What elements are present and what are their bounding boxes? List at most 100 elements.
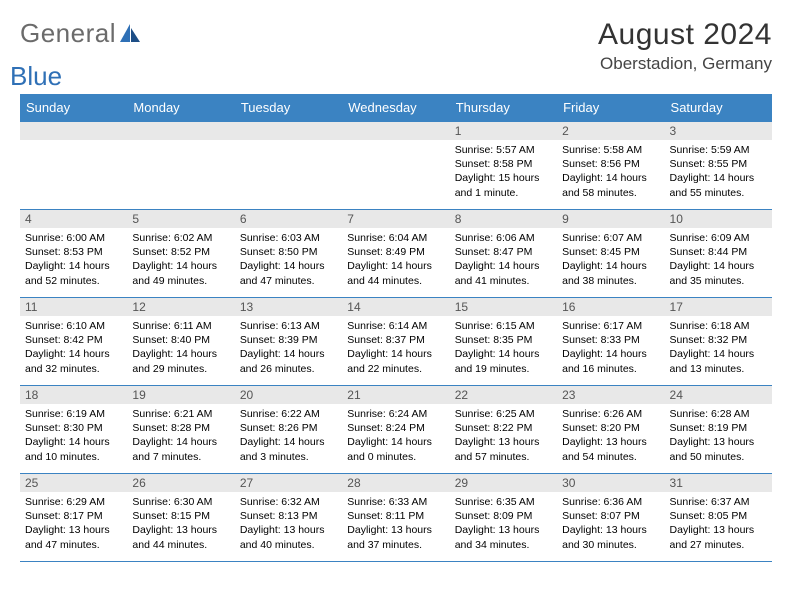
day-info-line: Sunset: 8:17 PM <box>25 509 122 523</box>
day-number: 14 <box>342 298 449 316</box>
calendar-day-cell: 9Sunrise: 6:07 AMSunset: 8:45 PMDaylight… <box>557 210 664 298</box>
day-number: 9 <box>557 210 664 228</box>
logo: General Blue <box>20 18 142 80</box>
day-info-line: Sunrise: 6:37 AM <box>670 495 767 509</box>
header-right: August 2024 Oberstadion, Germany <box>598 18 772 74</box>
day-info-line: Daylight: 14 hours <box>455 259 552 273</box>
day-info-line: Sunset: 8:20 PM <box>562 421 659 435</box>
calendar-day-cell: 1Sunrise: 5:57 AMSunset: 8:58 PMDaylight… <box>450 122 557 210</box>
day-info: Sunrise: 6:07 AMSunset: 8:45 PMDaylight:… <box>557 228 664 291</box>
calendar-day-cell: 25Sunrise: 6:29 AMSunset: 8:17 PMDayligh… <box>20 474 127 562</box>
day-number: 24 <box>665 386 772 404</box>
day-info-line: Sunset: 8:40 PM <box>132 333 229 347</box>
day-info-line: Sunrise: 6:18 AM <box>670 319 767 333</box>
day-number <box>20 122 127 140</box>
day-info-line: Daylight: 14 hours <box>25 259 122 273</box>
calendar-day-cell <box>342 122 449 210</box>
day-info-line: Sunset: 8:09 PM <box>455 509 552 523</box>
day-info-line: Daylight: 14 hours <box>240 259 337 273</box>
day-info-line: Sunset: 8:44 PM <box>670 245 767 259</box>
day-info-line: Sunset: 8:42 PM <box>25 333 122 347</box>
calendar-day-cell <box>20 122 127 210</box>
day-info-line: and 55 minutes. <box>670 186 767 200</box>
location: Oberstadion, Germany <box>598 54 772 74</box>
calendar-day-cell: 31Sunrise: 6:37 AMSunset: 8:05 PMDayligh… <box>665 474 772 562</box>
day-info-line: Sunrise: 6:13 AM <box>240 319 337 333</box>
day-number <box>342 122 449 140</box>
day-info: Sunrise: 6:09 AMSunset: 8:44 PMDaylight:… <box>665 228 772 291</box>
day-number: 4 <box>20 210 127 228</box>
day-info-line: and 50 minutes. <box>670 450 767 464</box>
day-info: Sunrise: 6:32 AMSunset: 8:13 PMDaylight:… <box>235 492 342 555</box>
day-info: Sunrise: 6:15 AMSunset: 8:35 PMDaylight:… <box>450 316 557 379</box>
day-info-line: Sunset: 8:11 PM <box>347 509 444 523</box>
day-info: Sunrise: 6:35 AMSunset: 8:09 PMDaylight:… <box>450 492 557 555</box>
day-info-line: and 49 minutes. <box>132 274 229 288</box>
day-info: Sunrise: 6:10 AMSunset: 8:42 PMDaylight:… <box>20 316 127 379</box>
day-info-line: and 35 minutes. <box>670 274 767 288</box>
day-info-line: Daylight: 14 hours <box>240 347 337 361</box>
calendar-day-cell: 18Sunrise: 6:19 AMSunset: 8:30 PMDayligh… <box>20 386 127 474</box>
day-info-line: Daylight: 14 hours <box>670 347 767 361</box>
day-info: Sunrise: 6:18 AMSunset: 8:32 PMDaylight:… <box>665 316 772 379</box>
header: General Blue August 2024 Oberstadion, Ge… <box>20 18 772 80</box>
day-info-line: and 3 minutes. <box>240 450 337 464</box>
calendar-day-cell: 11Sunrise: 6:10 AMSunset: 8:42 PMDayligh… <box>20 298 127 386</box>
day-info-line: Sunrise: 6:19 AM <box>25 407 122 421</box>
day-number: 13 <box>235 298 342 316</box>
day-info-line: Daylight: 13 hours <box>25 523 122 537</box>
day-info-line: Daylight: 13 hours <box>670 435 767 449</box>
day-info: Sunrise: 6:04 AMSunset: 8:49 PMDaylight:… <box>342 228 449 291</box>
calendar-day-cell <box>127 122 234 210</box>
day-info-line: Daylight: 13 hours <box>562 435 659 449</box>
day-info-line: and 10 minutes. <box>25 450 122 464</box>
weekday-header: Sunday <box>20 94 127 122</box>
day-info-line: Sunrise: 6:28 AM <box>670 407 767 421</box>
day-number: 30 <box>557 474 664 492</box>
day-info: Sunrise: 6:36 AMSunset: 8:07 PMDaylight:… <box>557 492 664 555</box>
day-info-line: and 29 minutes. <box>132 362 229 376</box>
month-title: August 2024 <box>598 18 772 52</box>
day-info: Sunrise: 6:19 AMSunset: 8:30 PMDaylight:… <box>20 404 127 467</box>
calendar-day-cell: 3Sunrise: 5:59 AMSunset: 8:55 PMDaylight… <box>665 122 772 210</box>
day-info-line: Sunrise: 6:22 AM <box>240 407 337 421</box>
day-number: 12 <box>127 298 234 316</box>
day-info: Sunrise: 6:02 AMSunset: 8:52 PMDaylight:… <box>127 228 234 291</box>
day-info-line: and 44 minutes. <box>347 274 444 288</box>
day-number: 26 <box>127 474 234 492</box>
day-number: 2 <box>557 122 664 140</box>
day-info-line: and 32 minutes. <box>25 362 122 376</box>
day-info-line: and 57 minutes. <box>455 450 552 464</box>
day-info-line: Sunrise: 6:09 AM <box>670 231 767 245</box>
calendar-day-cell: 17Sunrise: 6:18 AMSunset: 8:32 PMDayligh… <box>665 298 772 386</box>
day-info-line: Daylight: 14 hours <box>455 347 552 361</box>
day-info-line: Sunset: 8:26 PM <box>240 421 337 435</box>
day-info-line: Sunset: 8:52 PM <box>132 245 229 259</box>
calendar-table: Sunday Monday Tuesday Wednesday Thursday… <box>20 94 772 562</box>
day-number: 29 <box>450 474 557 492</box>
calendar-day-cell: 27Sunrise: 6:32 AMSunset: 8:13 PMDayligh… <box>235 474 342 562</box>
day-info: Sunrise: 6:06 AMSunset: 8:47 PMDaylight:… <box>450 228 557 291</box>
day-number: 1 <box>450 122 557 140</box>
day-info-line: Sunrise: 5:58 AM <box>562 143 659 157</box>
calendar-day-cell: 10Sunrise: 6:09 AMSunset: 8:44 PMDayligh… <box>665 210 772 298</box>
weekday-header-row: Sunday Monday Tuesday Wednesday Thursday… <box>20 94 772 122</box>
day-info-line: and 1 minute. <box>455 186 552 200</box>
day-number: 19 <box>127 386 234 404</box>
calendar-day-cell: 22Sunrise: 6:25 AMSunset: 8:22 PMDayligh… <box>450 386 557 474</box>
day-info-line: Sunset: 8:13 PM <box>240 509 337 523</box>
day-info-line: and 0 minutes. <box>347 450 444 464</box>
day-info-line: Daylight: 13 hours <box>240 523 337 537</box>
day-number: 27 <box>235 474 342 492</box>
day-info-line: and 7 minutes. <box>132 450 229 464</box>
day-number: 17 <box>665 298 772 316</box>
day-info-line: Sunset: 8:53 PM <box>25 245 122 259</box>
day-info: Sunrise: 6:11 AMSunset: 8:40 PMDaylight:… <box>127 316 234 379</box>
calendar-day-cell: 12Sunrise: 6:11 AMSunset: 8:40 PMDayligh… <box>127 298 234 386</box>
day-info-line: and 47 minutes. <box>25 538 122 552</box>
day-number: 28 <box>342 474 449 492</box>
day-info-line: Daylight: 14 hours <box>132 435 229 449</box>
day-info-line: Sunset: 8:55 PM <box>670 157 767 171</box>
calendar-day-cell: 23Sunrise: 6:26 AMSunset: 8:20 PMDayligh… <box>557 386 664 474</box>
day-number: 3 <box>665 122 772 140</box>
